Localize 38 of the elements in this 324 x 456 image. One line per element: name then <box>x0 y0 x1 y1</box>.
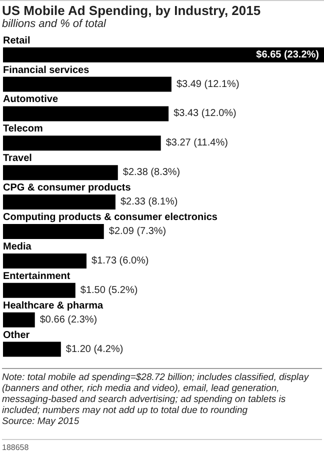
y-tick-label: Entertainment <box>3 270 71 282</box>
bar <box>3 224 104 239</box>
data-label: $1.73 (6.0%) <box>92 255 149 266</box>
data-label: $6.65 (23.2%) <box>256 49 319 60</box>
y-tick-label: Telecom <box>3 124 43 135</box>
source-note: Source: May 2015 <box>2 416 80 427</box>
data-label: $3.27 (11.4%) <box>166 138 228 149</box>
bar <box>3 106 169 122</box>
y-tick-label: CPG & consumer products <box>3 182 132 194</box>
y-tick-label: Travel <box>3 153 32 164</box>
data-label: $2.09 (7.3%) <box>108 226 166 237</box>
data-label: $1.50 (5.2%) <box>80 284 138 296</box>
bar <box>3 253 87 268</box>
chart-title: US Mobile Ad Spending, by Industry, 2015 <box>2 3 262 18</box>
bar <box>3 312 35 328</box>
chart-subtitle: billions and % of total <box>2 18 108 30</box>
y-tick-label: Healthcare & pharma <box>3 300 104 312</box>
bar <box>3 47 324 62</box>
data-label: $2.33 (8.1%) <box>120 196 178 208</box>
y-tick-label: Computing products & consumer electronics <box>3 212 218 223</box>
bar <box>3 194 116 210</box>
bar <box>3 342 61 357</box>
y-tick-label: Other <box>3 330 30 341</box>
data-label: $0.66 (2.3%) <box>40 314 98 326</box>
bar <box>3 136 161 151</box>
y-tick-label: Automotive <box>3 94 58 106</box>
bar <box>3 165 118 180</box>
data-label: $1.20 (4.2%) <box>66 344 124 355</box>
bar <box>3 76 172 92</box>
data-label: $3.49 (12.1%) <box>176 78 240 90</box>
y-tick-label: Media <box>3 241 32 252</box>
text: 188658 <box>2 439 322 452</box>
bar <box>3 282 76 298</box>
y-tick-label: Retail <box>3 35 30 46</box>
text: Note: total mobile ad spending=$28.72 billion; includes classified, display (banners and other, rich media and video), email, lead generation, messaging-based and search advertising; ad spending on tablets is included; numbers may not add up to total due to rounding <box>2 372 310 416</box>
data-label: $3.43 (12.0%) <box>174 108 236 120</box>
data-label: $2.38 (8.3%) <box>122 167 180 178</box>
y-tick-label: Financial services <box>3 64 90 76</box>
